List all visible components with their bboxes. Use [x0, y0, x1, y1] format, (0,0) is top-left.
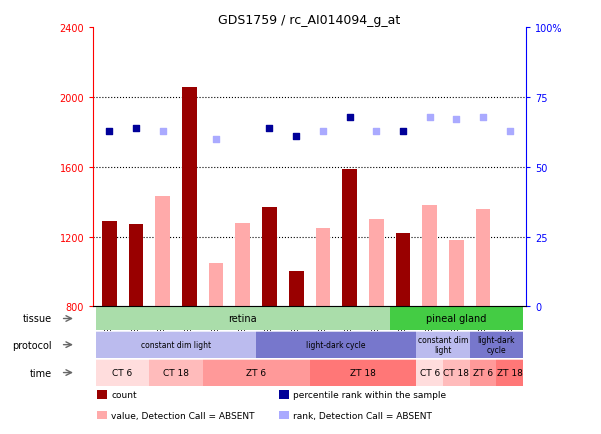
Bar: [279, 390, 288, 399]
Bar: [256, 332, 416, 358]
Text: CT 6: CT 6: [112, 368, 133, 377]
Bar: [279, 411, 288, 420]
Bar: [416, 359, 443, 386]
Point: [291, 133, 301, 140]
Text: ZT 18: ZT 18: [497, 368, 523, 377]
Text: count: count: [111, 390, 137, 399]
Bar: [443, 359, 470, 386]
Bar: [496, 359, 523, 386]
Bar: [96, 307, 389, 330]
Bar: [262, 207, 277, 306]
Point: [345, 114, 355, 121]
Bar: [96, 332, 256, 358]
Point: [371, 128, 381, 135]
Point: [505, 128, 514, 135]
Bar: [97, 390, 107, 399]
Text: value, Detection Call = ABSENT: value, Detection Call = ABSENT: [111, 411, 255, 420]
Text: retina: retina: [228, 314, 257, 324]
Bar: [209, 263, 224, 306]
Bar: [470, 332, 523, 358]
Point: [158, 128, 168, 135]
Bar: [316, 228, 330, 306]
Text: CT 18: CT 18: [163, 368, 189, 377]
Text: rank, Detection Call = ABSENT: rank, Detection Call = ABSENT: [293, 411, 432, 420]
Text: light-dark
cycle: light-dark cycle: [478, 335, 515, 355]
Point: [264, 125, 274, 132]
Point: [398, 128, 408, 135]
Text: ZT 6: ZT 6: [246, 368, 266, 377]
Bar: [155, 197, 170, 306]
Title: GDS1759 / rc_AI014094_g_at: GDS1759 / rc_AI014094_g_at: [218, 14, 401, 27]
Bar: [310, 359, 416, 386]
Bar: [182, 87, 197, 306]
Bar: [395, 233, 410, 306]
Text: percentile rank within the sample: percentile rank within the sample: [293, 390, 446, 399]
Bar: [149, 359, 203, 386]
Text: pineal gland: pineal gland: [426, 314, 487, 324]
Text: CT 6: CT 6: [419, 368, 440, 377]
Bar: [389, 307, 523, 330]
Point: [318, 128, 328, 135]
Text: ZT 6: ZT 6: [473, 368, 493, 377]
Bar: [102, 221, 117, 306]
Point: [425, 114, 435, 121]
Bar: [470, 359, 496, 386]
Bar: [96, 359, 149, 386]
Bar: [97, 411, 107, 420]
Point: [211, 136, 221, 143]
Bar: [369, 220, 383, 306]
Bar: [129, 225, 143, 306]
Text: constant dim light: constant dim light: [141, 340, 211, 349]
Text: light-dark cycle: light-dark cycle: [307, 340, 366, 349]
Point: [131, 125, 141, 132]
Bar: [203, 359, 310, 386]
Text: CT 18: CT 18: [444, 368, 469, 377]
Bar: [423, 206, 437, 306]
Text: tissue: tissue: [23, 314, 52, 324]
Bar: [236, 223, 250, 306]
Bar: [449, 240, 464, 306]
Bar: [416, 332, 470, 358]
Text: time: time: [30, 368, 52, 378]
Point: [451, 117, 461, 124]
Bar: [476, 209, 490, 306]
Text: constant dim
light: constant dim light: [418, 335, 468, 355]
Bar: [289, 272, 304, 306]
Bar: [502, 306, 517, 315]
Text: ZT 18: ZT 18: [350, 368, 376, 377]
Point: [105, 128, 114, 135]
Text: protocol: protocol: [13, 340, 52, 350]
Bar: [342, 169, 357, 306]
Point: [478, 114, 488, 121]
